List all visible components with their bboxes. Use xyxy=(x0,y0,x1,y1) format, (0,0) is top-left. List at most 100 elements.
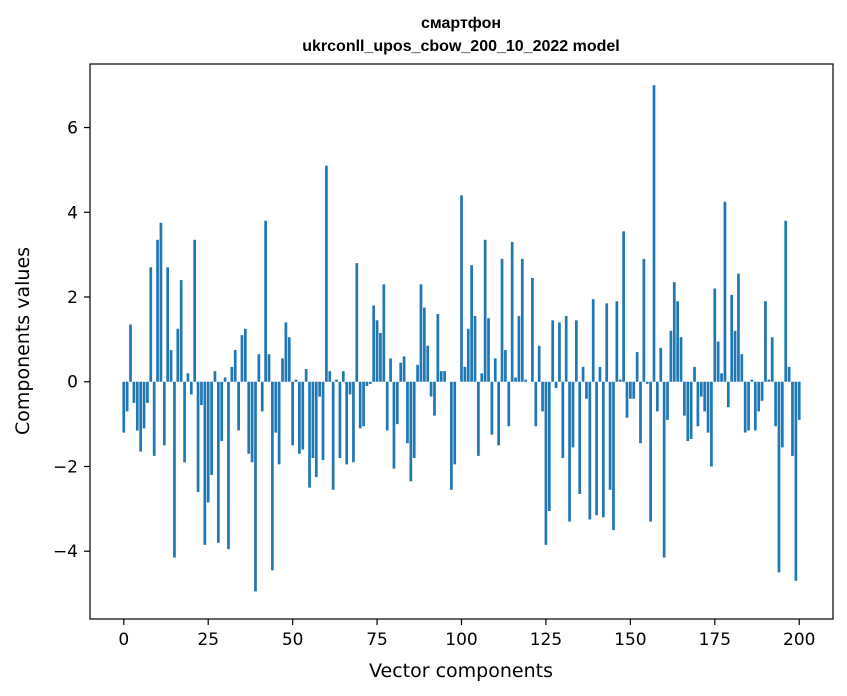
bar xyxy=(517,316,521,382)
bar xyxy=(713,288,717,382)
x-tick-label: 25 xyxy=(197,630,219,650)
bar xyxy=(186,373,190,382)
y-tick-label: 0 xyxy=(67,373,78,393)
bar xyxy=(554,381,558,389)
bar xyxy=(254,381,257,592)
x-tick-label: 200 xyxy=(783,630,815,650)
bar xyxy=(544,381,548,545)
bar xyxy=(460,195,463,382)
bar xyxy=(200,381,203,406)
bar xyxy=(412,381,416,459)
bar xyxy=(777,381,781,573)
bar xyxy=(743,381,747,433)
bar xyxy=(605,303,609,382)
bar xyxy=(244,328,247,382)
chart-title-line1: смартфон xyxy=(421,15,501,32)
bar xyxy=(287,337,291,382)
x-tick-label: 0 xyxy=(118,630,129,650)
bar xyxy=(510,241,514,382)
bar xyxy=(547,381,551,511)
bar xyxy=(733,330,737,382)
bar xyxy=(345,381,349,465)
bar xyxy=(629,381,632,399)
bar xyxy=(706,381,710,433)
bar xyxy=(770,337,774,382)
bar xyxy=(132,381,136,403)
bar xyxy=(463,366,467,382)
bar xyxy=(328,371,332,382)
bar xyxy=(676,301,679,382)
chart-title-line2: ukrconll_upos_cbow_200_10_2022 model xyxy=(302,38,619,55)
bar xyxy=(645,381,649,384)
bar xyxy=(416,364,419,382)
bar xyxy=(389,358,392,382)
bar xyxy=(656,381,659,412)
bar xyxy=(737,273,740,382)
bar xyxy=(284,322,288,382)
x-tick-label: 175 xyxy=(699,630,731,650)
bar xyxy=(585,381,588,399)
bar xyxy=(473,316,477,382)
bar xyxy=(142,381,146,429)
bar xyxy=(368,381,372,384)
bar xyxy=(720,373,723,382)
bar xyxy=(774,381,777,427)
bar xyxy=(294,379,298,382)
bar xyxy=(318,381,321,397)
bar xyxy=(152,381,156,456)
bar xyxy=(659,347,663,382)
bar xyxy=(193,239,197,382)
bar xyxy=(672,282,676,382)
bar xyxy=(689,381,693,439)
x-tick-label: 125 xyxy=(530,630,562,650)
bar xyxy=(632,381,636,399)
bar xyxy=(358,381,362,429)
bar xyxy=(520,258,524,382)
bar xyxy=(379,333,382,382)
bar xyxy=(514,377,517,382)
bar xyxy=(760,381,764,401)
bar xyxy=(558,322,561,382)
bar xyxy=(507,381,511,427)
bar xyxy=(348,381,352,395)
bar xyxy=(382,284,386,382)
bar xyxy=(355,263,359,382)
bar xyxy=(524,379,528,382)
x-tick-label: 50 xyxy=(282,630,304,650)
bar xyxy=(764,301,767,382)
bar xyxy=(561,381,565,459)
bar xyxy=(325,165,328,382)
y-tick-label: 4 xyxy=(67,203,78,223)
bar xyxy=(649,381,652,522)
bar xyxy=(571,381,575,448)
bar xyxy=(210,381,213,475)
bar xyxy=(747,381,750,431)
bar xyxy=(166,267,170,382)
bar xyxy=(537,345,541,382)
bar xyxy=(531,277,534,382)
bar xyxy=(419,284,423,382)
bar xyxy=(335,379,338,382)
bar xyxy=(504,349,507,382)
bar xyxy=(125,381,129,412)
bar xyxy=(740,354,744,382)
bar xyxy=(436,313,440,382)
bar xyxy=(392,381,396,469)
bar xyxy=(341,371,345,382)
bar xyxy=(183,381,186,463)
bar xyxy=(372,305,376,382)
bar xyxy=(291,381,294,446)
bar xyxy=(301,381,305,450)
bar xyxy=(227,381,230,550)
bar xyxy=(710,381,713,467)
bar xyxy=(480,373,484,382)
bar xyxy=(220,381,224,442)
bar xyxy=(146,381,149,403)
bar xyxy=(477,381,480,456)
bar xyxy=(206,381,210,503)
bar xyxy=(703,381,707,412)
x-tick-label: 100 xyxy=(445,630,477,650)
bar xyxy=(129,324,132,382)
bar xyxy=(365,381,369,386)
